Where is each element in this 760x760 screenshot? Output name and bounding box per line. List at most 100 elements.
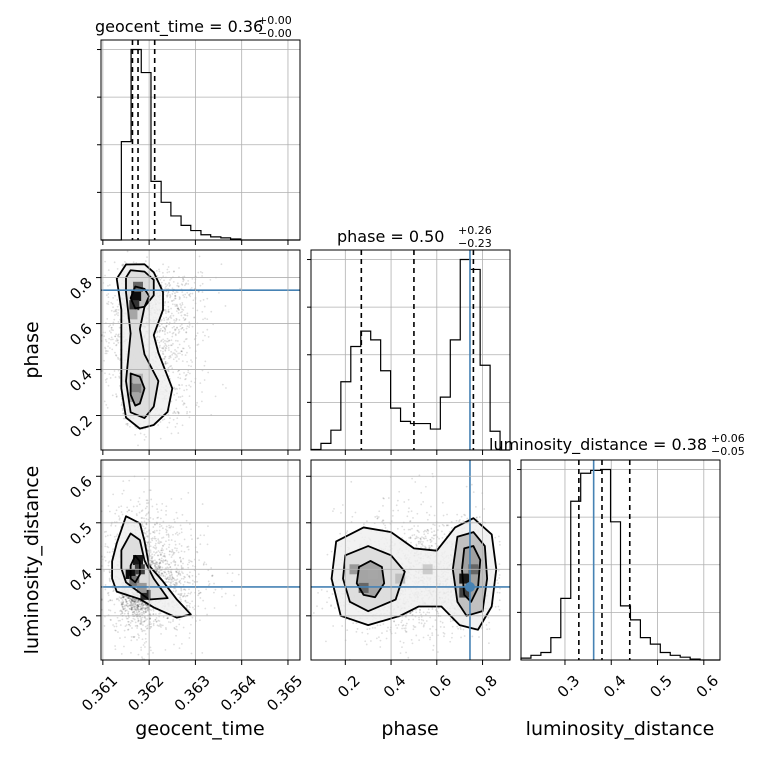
sample-point bbox=[143, 517, 145, 520]
sample-point bbox=[170, 539, 173, 541]
sample-point bbox=[186, 546, 189, 548]
sample-point bbox=[162, 555, 165, 558]
sample-point bbox=[158, 562, 161, 565]
sample-point bbox=[167, 311, 170, 314]
sample-point bbox=[121, 596, 124, 599]
sample-point bbox=[171, 353, 174, 356]
sample-point bbox=[131, 613, 134, 616]
sample-point bbox=[167, 310, 170, 313]
sample-point bbox=[87, 322, 89, 324]
sample-point bbox=[196, 344, 199, 346]
sample-point bbox=[183, 275, 186, 278]
sample-point bbox=[154, 523, 156, 526]
sample-point bbox=[189, 592, 192, 595]
sample-point bbox=[172, 358, 175, 361]
sample-point bbox=[128, 599, 131, 601]
sample-point bbox=[182, 278, 184, 280]
sample-point bbox=[189, 292, 192, 295]
sample-point bbox=[125, 599, 127, 601]
sample-point bbox=[177, 328, 180, 331]
xtick-label-luminosity-distance: 0.4 bbox=[600, 672, 630, 702]
sample-point bbox=[175, 407, 178, 410]
sample-point bbox=[137, 608, 140, 610]
sample-point bbox=[137, 606, 140, 608]
sample-point bbox=[131, 627, 133, 629]
sample-point bbox=[160, 559, 163, 562]
sample-point bbox=[133, 608, 136, 611]
sample-point bbox=[142, 624, 144, 626]
sample-point bbox=[134, 605, 137, 608]
sample-point bbox=[168, 409, 171, 412]
sample-point bbox=[206, 543, 209, 546]
sample-point bbox=[166, 271, 169, 274]
sample-point bbox=[184, 599, 187, 602]
sample-point bbox=[166, 577, 168, 580]
sample-point bbox=[158, 268, 160, 271]
sample-point bbox=[164, 580, 167, 583]
sample-point bbox=[188, 321, 191, 324]
sample-point bbox=[165, 533, 168, 536]
sample-point bbox=[159, 623, 162, 626]
sample-point bbox=[150, 560, 153, 563]
sample-point bbox=[178, 373, 181, 376]
sample-point bbox=[174, 334, 177, 337]
sample-point bbox=[187, 566, 190, 569]
sample-point bbox=[160, 557, 163, 560]
sample-point bbox=[162, 347, 165, 350]
sample-point bbox=[131, 609, 133, 612]
sample-point bbox=[168, 572, 170, 575]
sample-point bbox=[130, 607, 133, 610]
sample-point bbox=[121, 599, 124, 601]
sample-point bbox=[157, 564, 160, 567]
sample-point bbox=[131, 604, 134, 607]
sample-point bbox=[105, 352, 108, 355]
sample-point bbox=[155, 620, 158, 623]
sample-point bbox=[144, 532, 146, 535]
sample-point bbox=[171, 293, 174, 295]
sample-point bbox=[168, 310, 170, 313]
sample-point bbox=[184, 306, 186, 309]
sample-point bbox=[186, 291, 189, 294]
sample-point bbox=[145, 607, 147, 610]
sample-point bbox=[126, 250, 129, 253]
sample-point bbox=[180, 283, 183, 286]
sample-point bbox=[132, 636, 135, 638]
sample-point bbox=[188, 411, 191, 413]
title-geocent-time-sup: +0.00 bbox=[258, 14, 292, 27]
sample-point bbox=[99, 330, 101, 332]
sample-point bbox=[105, 381, 108, 384]
sample-point bbox=[143, 629, 146, 632]
sample-point bbox=[127, 596, 130, 599]
sample-point bbox=[156, 274, 159, 277]
sample-point bbox=[127, 597, 130, 599]
sample-point bbox=[140, 628, 143, 631]
sample-point bbox=[142, 606, 145, 609]
sample-point bbox=[183, 389, 186, 392]
sample-point bbox=[103, 400, 106, 403]
sample-point bbox=[144, 617, 147, 620]
sample-point bbox=[191, 616, 194, 619]
sample-point bbox=[122, 480, 125, 483]
sample-point bbox=[161, 347, 163, 350]
sample-point bbox=[104, 338, 107, 341]
sample-point bbox=[202, 339, 204, 342]
sample-point bbox=[229, 553, 231, 556]
title-luminosity-distance-sup: +0.06 bbox=[711, 432, 745, 445]
sample-point bbox=[165, 310, 167, 313]
sample-point bbox=[112, 296, 115, 299]
sample-point bbox=[111, 338, 114, 341]
sample-point bbox=[133, 601, 136, 603]
sample-point bbox=[178, 330, 181, 333]
sample-point bbox=[177, 551, 180, 554]
sample-point bbox=[163, 543, 166, 546]
sample-point bbox=[169, 293, 171, 296]
sample-point bbox=[109, 324, 112, 327]
sample-point bbox=[138, 603, 141, 606]
ytick-label-phase: 0.4 bbox=[66, 366, 96, 396]
sample-point bbox=[201, 291, 204, 293]
sample-point bbox=[179, 579, 182, 582]
sample-point bbox=[145, 535, 148, 538]
sample-point bbox=[169, 577, 172, 580]
sample-point bbox=[165, 324, 168, 327]
sample-point bbox=[151, 561, 154, 564]
